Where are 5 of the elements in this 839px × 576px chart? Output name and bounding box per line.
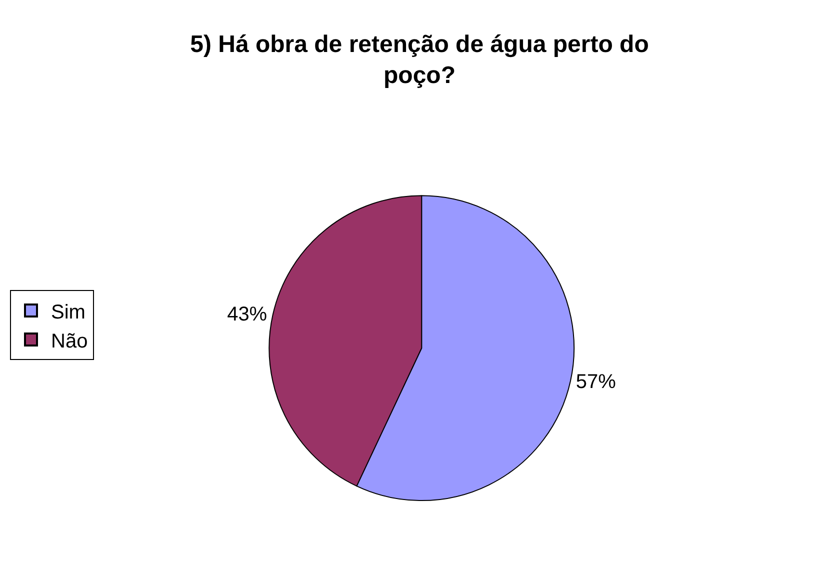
legend-label: Não [51, 330, 88, 352]
chart-title: 5) Há obra de retenção de água perto do poço? [190, 30, 649, 90]
data-label: 57% [576, 370, 616, 393]
data-label: 43% [227, 303, 268, 326]
legend-label: Sim [51, 301, 86, 324]
